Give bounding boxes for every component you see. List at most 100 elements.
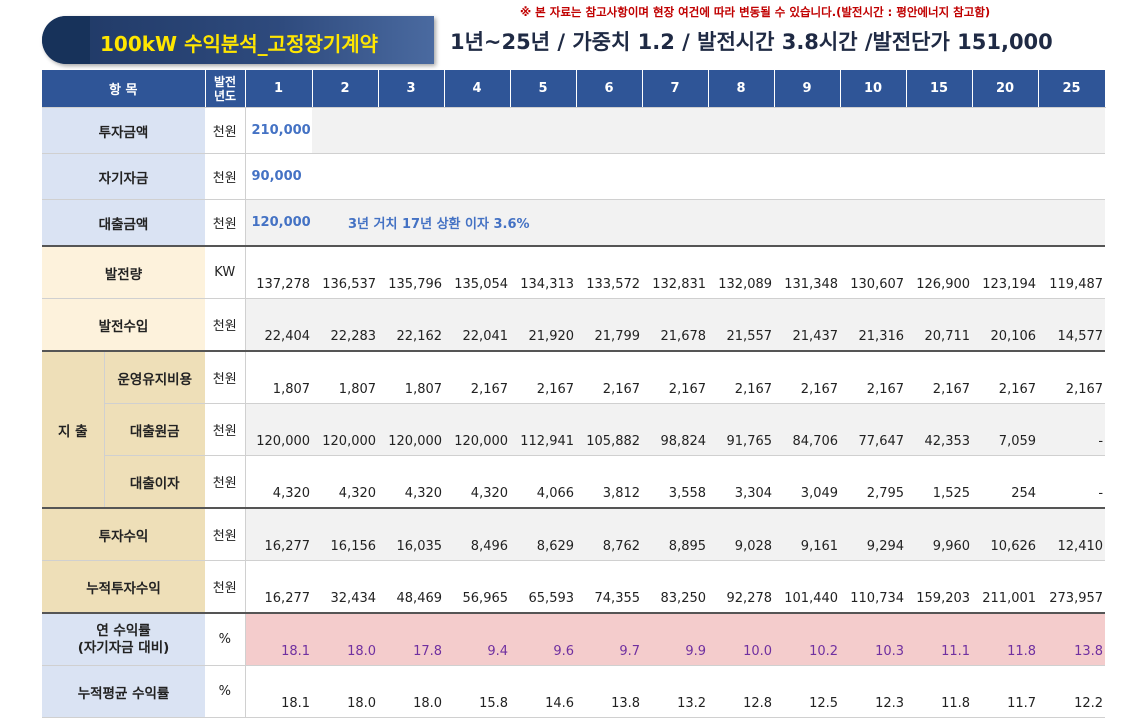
value-cell: 20,106 — [972, 298, 1039, 352]
value-cell: 134,313 — [510, 245, 577, 299]
value-cell: 12.2 — [1038, 665, 1106, 718]
row-generation: 발전량 KW 137,278 136,537 135,796 135,054 134,3… — [42, 245, 1106, 299]
value-cell: 84,706 — [774, 403, 841, 456]
value-cell: 8,762 — [576, 507, 643, 561]
value-cell: 136,537 — [312, 245, 379, 299]
value-cell: 1,807 — [312, 350, 379, 404]
value-cell: 48,469 — [378, 560, 445, 614]
header-year: 5 — [510, 70, 577, 108]
value-cell: 13.8 — [576, 665, 643, 718]
value-cell: 18.0 — [378, 665, 445, 718]
value-cell: 4,320 — [444, 455, 511, 509]
value-cell: 32,434 — [312, 560, 379, 614]
row-unit: 천원 — [205, 350, 246, 404]
value-cell: 92,278 — [708, 560, 775, 614]
header-year: 8 — [708, 70, 775, 108]
value-cell: 9,294 — [840, 507, 907, 561]
header-year: 1 — [245, 70, 313, 108]
row-label: 누적투자수익 — [42, 560, 206, 614]
value-cell: 2,167 — [708, 350, 775, 404]
value-cell: 3,049 — [774, 455, 841, 509]
loan-note: 3년 거치 17년 상환 이자 3.6% — [312, 199, 643, 247]
value-cell: 98,824 — [642, 403, 709, 456]
row-unit: % — [205, 612, 246, 666]
header-year: 25 — [1038, 70, 1106, 108]
row-unit: 천원 — [205, 455, 246, 509]
value-cell: 130,607 — [840, 245, 907, 299]
row-unit: 천원 — [205, 153, 246, 200]
value-cell: 3,558 — [642, 455, 709, 509]
value-cell: 4,320 — [245, 455, 313, 509]
row-unit: % — [205, 665, 246, 718]
value-cell: 18.0 — [312, 665, 379, 718]
header-year: 6 — [576, 70, 643, 108]
value-cell: 211,001 — [972, 560, 1039, 614]
value-cell: 65,593 — [510, 560, 577, 614]
value-cell: 18.1 — [245, 612, 313, 666]
header-row: 항 목 발전 년도 1 2 3 4 5 6 7 8 9 10 15 20 25 — [42, 70, 1106, 108]
header-year: 3 — [378, 70, 445, 108]
row-unit: 천원 — [205, 199, 246, 247]
value-cell: 101,440 — [774, 560, 841, 614]
row-loan: 대출금액 천원 120,000 3년 거치 17년 상환 이자 3.6% — [42, 199, 1106, 247]
value-cell: 137,278 — [245, 245, 313, 299]
value-cell: 2,795 — [840, 455, 907, 509]
header-year: 2 — [312, 70, 379, 108]
row-profit: 투자수익 천원 16,277 16,156 16,035 8,496 8,629 8,76… — [42, 507, 1106, 561]
row-expense-principal: 대출원금 천원 120,000 120,000 120,000 120,000 112,… — [42, 403, 1106, 456]
value-cell: 2,167 — [840, 350, 907, 404]
value-cell: 14,577 — [1038, 298, 1106, 352]
value-cell: 21,437 — [774, 298, 841, 352]
value-cell: 2,167 — [972, 350, 1039, 404]
value-cell: 9.4 — [444, 612, 511, 666]
title-banner — [42, 16, 434, 64]
value-cell: 135,054 — [444, 245, 511, 299]
value-cell: 3,812 — [576, 455, 643, 509]
value-cell: 2,167 — [1038, 350, 1106, 404]
expense-group-label: 지 출 — [42, 350, 105, 509]
value-cell: 22,404 — [245, 298, 313, 352]
value-cell: 3,304 — [708, 455, 775, 509]
investment-total-value: 210,000 — [245, 107, 313, 154]
value-cell: 4,066 — [510, 455, 577, 509]
value-cell: 123,194 — [972, 245, 1039, 299]
value-cell: 135,796 — [378, 245, 445, 299]
value-cell: 12.8 — [708, 665, 775, 718]
value-cell: 120,000 — [312, 403, 379, 456]
value-cell: 11.8 — [906, 665, 973, 718]
header-item: 항 목 — [42, 70, 206, 108]
value-cell: 2,167 — [906, 350, 973, 404]
title-accent — [42, 16, 90, 64]
value-cell: 20,711 — [906, 298, 973, 352]
value-cell: 2,167 — [576, 350, 643, 404]
value-cell: 91,765 — [708, 403, 775, 456]
value-cell: 9,028 — [708, 507, 775, 561]
value-cell: 22,283 — [312, 298, 379, 352]
page-title: 100kW 수익분석_고정장기계약 — [100, 32, 379, 56]
value-cell: 105,882 — [576, 403, 643, 456]
value-cell: 10.2 — [774, 612, 841, 666]
value-cell: 1,807 — [245, 350, 313, 404]
row-label: 운영유지비용 — [104, 350, 206, 404]
value-cell: 4,320 — [378, 455, 445, 509]
value-cell: 2,167 — [510, 350, 577, 404]
row-label: 투자금액 — [42, 107, 206, 154]
value-cell: 15.8 — [444, 665, 511, 718]
loan-value: 120,000 — [245, 199, 313, 247]
value-cell: 11.8 — [972, 612, 1039, 666]
value-cell: 17.8 — [378, 612, 445, 666]
row-label: 발전량 — [42, 245, 206, 299]
value-cell: 8,895 — [642, 507, 709, 561]
value-cell: 22,041 — [444, 298, 511, 352]
header-year: 4 — [444, 70, 511, 108]
row-unit: 천원 — [205, 107, 246, 154]
revenue-table: 항 목 발전 년도 1 2 3 4 5 6 7 8 9 10 15 20 25 … — [42, 70, 1106, 718]
row-expense-maintenance: 지 출 운영유지비용 천원 1,807 1,807 1,807 2,167 2,167 2… — [42, 350, 1106, 509]
value-cell: 254 — [972, 455, 1039, 509]
value-cell: 9,161 — [774, 507, 841, 561]
value-cell: 273,957 — [1038, 560, 1106, 614]
value-cell: 18.0 — [312, 612, 379, 666]
value-cell: 132,089 — [708, 245, 775, 299]
value-cell: 11.1 — [906, 612, 973, 666]
value-cell: 21,678 — [642, 298, 709, 352]
